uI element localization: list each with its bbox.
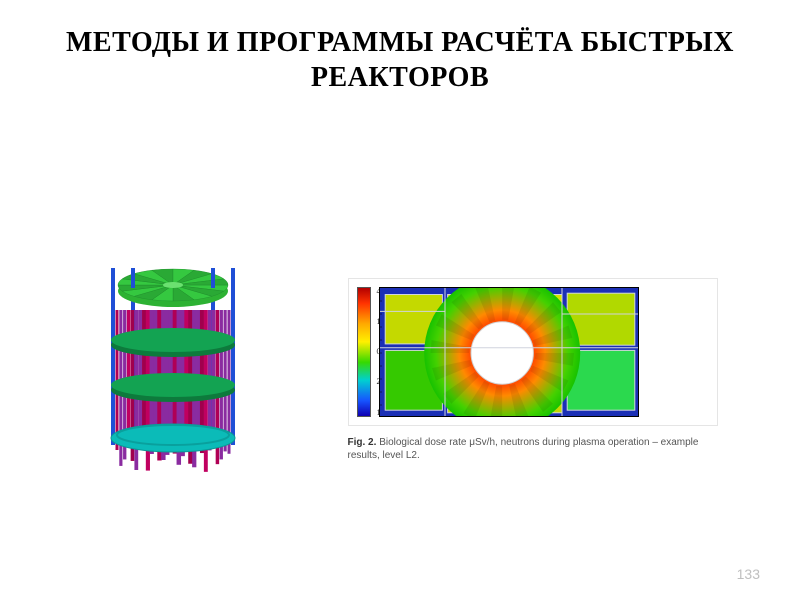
caption-prefix: Fig. 2. xyxy=(348,437,377,448)
page-number: 133 xyxy=(737,566,760,582)
heatmap-container: 4.773e+0071816.0.069092.629e-0061.000e-0… xyxy=(348,278,718,426)
heatmap-plot xyxy=(379,287,639,417)
figure-caption: Fig. 2. Biological dose rate μSv/h, neut… xyxy=(348,436,718,463)
heatmap-figure: 4.773e+0071816.0.069092.629e-0061.000e-0… xyxy=(348,278,718,463)
page-title: МЕТОДЫ И ПРОГРАММЫ РАСЧЁТА БЫСТРЫХ РЕАКТ… xyxy=(0,0,800,95)
reactor-3d-render xyxy=(83,250,263,490)
content-row: 4.773e+0071816.0.069092.629e-0061.000e-0… xyxy=(0,220,800,520)
colorbar-wrapper: 4.773e+0071816.0.069092.629e-0061.000e-0… xyxy=(357,287,371,417)
colorbar xyxy=(357,287,371,417)
caption-text: Biological dose rate μSv/h, neutrons dur… xyxy=(348,437,699,462)
